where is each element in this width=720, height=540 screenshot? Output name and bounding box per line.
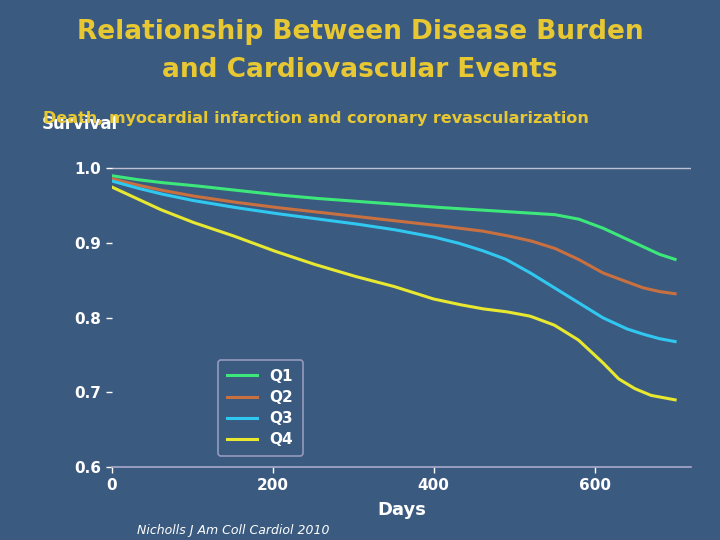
Q1	[291, 193, 300, 200]
Q3	[462, 242, 470, 249]
Q3	[175, 194, 184, 201]
Q4	[291, 255, 300, 261]
Q3	[671, 339, 680, 345]
Q2	[671, 291, 680, 297]
Q1	[517, 209, 526, 215]
Q3	[517, 265, 526, 271]
Q4	[175, 214, 184, 220]
X-axis label: Days: Days	[377, 501, 426, 519]
Q2	[107, 176, 116, 182]
Line: Q1: Q1	[112, 176, 675, 259]
Q4	[330, 267, 339, 274]
Q4	[107, 184, 116, 190]
Q2	[462, 226, 470, 232]
Q1	[671, 256, 680, 262]
Line: Q3: Q3	[112, 181, 675, 342]
Text: Relationship Between Disease Burden: Relationship Between Disease Burden	[77, 19, 643, 45]
Q1	[175, 181, 184, 187]
Q4	[671, 396, 680, 403]
Q3	[330, 218, 339, 224]
Line: Q2: Q2	[112, 179, 675, 294]
Q3	[107, 178, 116, 184]
Q1	[107, 172, 116, 179]
Q4	[514, 310, 523, 317]
Q2	[517, 235, 526, 242]
Q2	[514, 235, 523, 241]
Q2	[175, 190, 184, 197]
Text: Survival: Survival	[42, 115, 118, 133]
Legend: Q1, Q2, Q3, Q4: Q1, Q2, Q3, Q4	[217, 360, 302, 456]
Q2	[291, 206, 300, 213]
Q4	[462, 302, 470, 309]
Q4	[517, 311, 526, 318]
Q3	[514, 263, 523, 269]
Q2	[330, 211, 339, 217]
Text: Death, myocardial infarction and coronary revascularization: Death, myocardial infarction and coronar…	[43, 111, 589, 126]
Q1	[330, 197, 339, 203]
Text: and Cardiovascular Events: and Cardiovascular Events	[162, 57, 558, 83]
Q1	[514, 209, 523, 215]
Text: Nicholls J Am Coll Cardiol 2010: Nicholls J Am Coll Cardiol 2010	[137, 524, 329, 537]
Q3	[291, 213, 300, 219]
Q1	[462, 206, 470, 212]
Line: Q4: Q4	[112, 187, 675, 400]
